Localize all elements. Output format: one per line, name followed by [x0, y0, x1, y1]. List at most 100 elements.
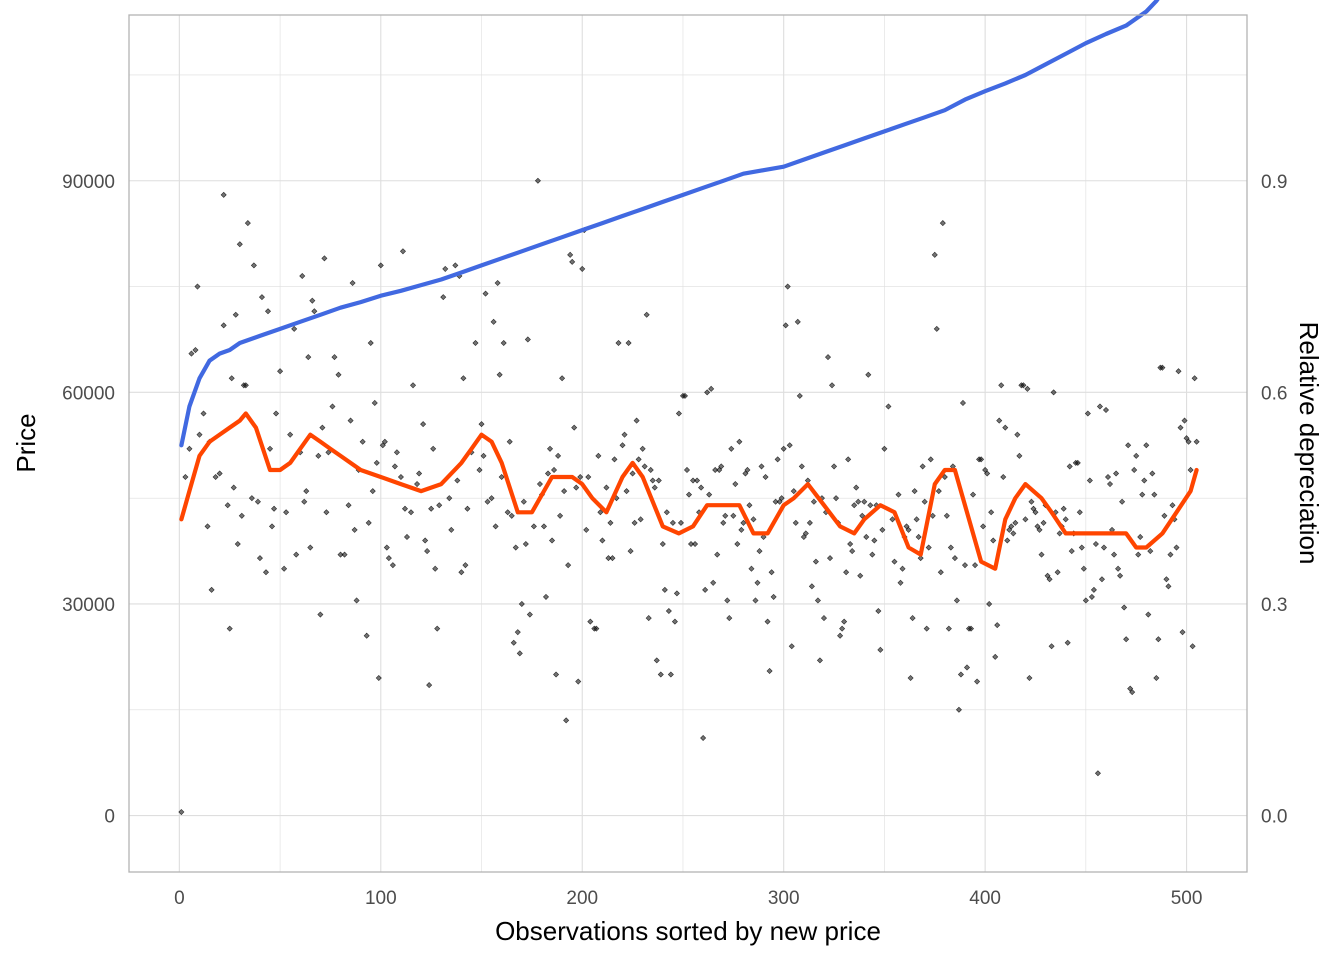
data-point [970, 491, 977, 498]
data-point [951, 555, 958, 562]
data-point [369, 488, 376, 495]
data-point [301, 498, 308, 505]
data-point [681, 392, 689, 399]
data-point [359, 438, 366, 445]
data-point [1179, 629, 1186, 636]
data-point [1175, 368, 1182, 375]
data-point [1060, 505, 1067, 512]
data-point [748, 565, 755, 572]
plot-frame [128, 14, 1248, 873]
data-point [895, 491, 902, 498]
data-point [377, 262, 384, 269]
data-point [700, 734, 707, 742]
data-point [472, 339, 479, 347]
data-point [774, 456, 781, 463]
data-point [567, 251, 574, 258]
data-point [226, 625, 233, 632]
data-point [1121, 604, 1128, 611]
data-point [929, 512, 936, 519]
data-point [728, 445, 735, 452]
data-point [585, 473, 592, 481]
data-point [526, 611, 533, 618]
data-point [492, 523, 499, 530]
data-point [972, 562, 979, 569]
data-point [1068, 548, 1075, 555]
data-point [885, 403, 892, 410]
data-point [1169, 502, 1176, 509]
data-point [669, 519, 676, 526]
data-point [200, 410, 207, 417]
data-point [534, 177, 541, 184]
data-point [953, 597, 960, 604]
data-point [1088, 593, 1095, 600]
data-point [430, 445, 437, 452]
data-point [1064, 639, 1071, 646]
data-point [1102, 406, 1110, 414]
data-point [365, 519, 372, 526]
data-point [1143, 442, 1150, 449]
data-point [945, 625, 952, 632]
data-point [744, 466, 751, 473]
y2-axis-ticks: 0.0 0.3 0.6 0.9 [1261, 172, 1287, 828]
data-point [623, 488, 630, 495]
data-point [1094, 770, 1101, 777]
data-point [555, 452, 562, 459]
data-point [544, 470, 552, 477]
data-point [1050, 389, 1057, 396]
data-point [826, 555, 834, 562]
data-point [420, 421, 427, 428]
data-point [718, 463, 725, 470]
data-point [653, 657, 660, 664]
data-point [955, 706, 962, 713]
data-point [446, 495, 453, 502]
data-point [186, 445, 193, 452]
data-point [281, 565, 288, 572]
data-point [730, 512, 737, 519]
data-point [1147, 548, 1154, 555]
x-tick-label: 500 [1171, 888, 1203, 909]
data-point [460, 375, 467, 382]
data-point [675, 410, 682, 417]
data-point [391, 463, 398, 470]
data-point [1123, 636, 1130, 643]
data-point [178, 809, 185, 816]
data-point [861, 498, 868, 505]
data-point [325, 449, 332, 456]
data-point [321, 255, 328, 262]
data-point [1117, 572, 1124, 579]
data-point [549, 537, 556, 544]
data-point [1092, 540, 1099, 548]
data-point [667, 671, 674, 678]
trend-lines [179, 0, 1199, 571]
data-point [683, 466, 691, 473]
y-tick-label: 0 [104, 807, 115, 828]
data-point [978, 456, 985, 463]
data-point [383, 544, 390, 551]
data-point [273, 410, 280, 417]
y2-tick-label: 0.0 [1261, 807, 1287, 828]
data-point [708, 385, 715, 392]
data-point [216, 470, 223, 477]
data-point [448, 526, 455, 533]
x-tick-label: 300 [768, 888, 800, 909]
data-point [194, 283, 201, 290]
data-point [810, 498, 817, 505]
data-point [988, 509, 995, 516]
data-point [621, 431, 628, 438]
y-tick-label: 60000 [62, 383, 115, 404]
data-point [943, 512, 950, 519]
data-point [702, 586, 709, 593]
data-point [248, 495, 255, 502]
data-point [706, 491, 713, 498]
data-point [323, 509, 330, 516]
data-point [1187, 466, 1194, 473]
data-point [996, 417, 1003, 424]
data-point [228, 375, 235, 382]
data-point [637, 516, 644, 523]
data-point [1048, 643, 1055, 650]
depreciation-line [179, 411, 1199, 571]
data-point [220, 191, 227, 198]
data-point [192, 347, 199, 354]
data-point [561, 488, 568, 495]
data-point [941, 473, 948, 481]
